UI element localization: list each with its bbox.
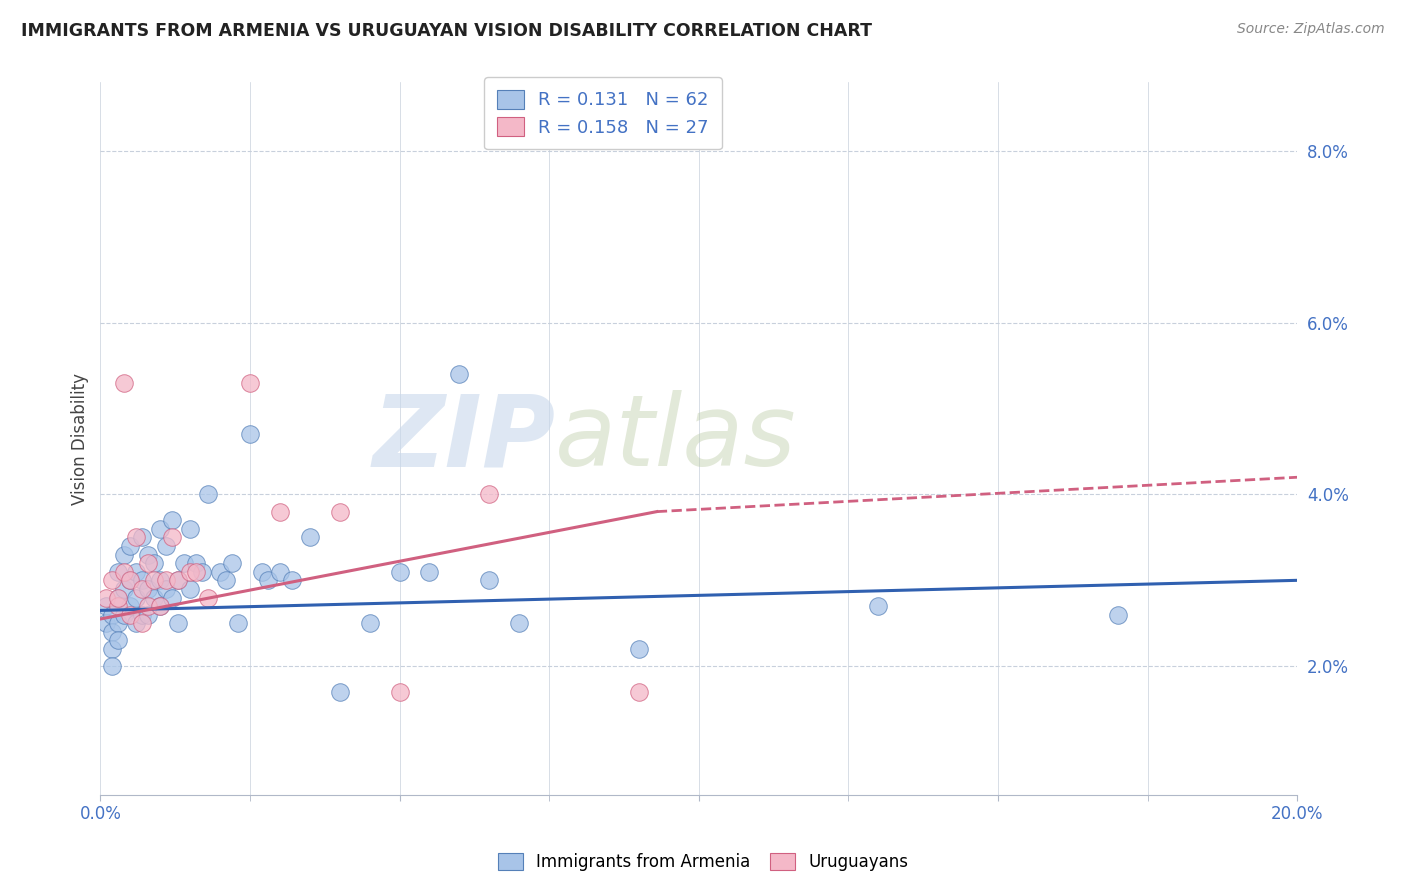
- Point: [226, 616, 249, 631]
- Point: [191, 565, 214, 579]
- Point: [478, 487, 501, 501]
- Point: [131, 530, 153, 544]
- Point: [107, 633, 129, 648]
- Point: [239, 427, 262, 442]
- Point: [149, 599, 172, 613]
- Point: [184, 556, 207, 570]
- Y-axis label: Vision Disability: Vision Disability: [72, 373, 89, 505]
- Point: [107, 591, 129, 605]
- Point: [136, 582, 159, 596]
- Point: [508, 616, 530, 631]
- Point: [388, 565, 411, 579]
- Point: [149, 599, 172, 613]
- Point: [197, 591, 219, 605]
- Point: [160, 591, 183, 605]
- Point: [239, 376, 262, 390]
- Point: [120, 539, 142, 553]
- Text: atlas: atlas: [555, 390, 797, 487]
- Point: [167, 574, 190, 588]
- Point: [167, 616, 190, 631]
- Point: [281, 574, 304, 588]
- Point: [149, 522, 172, 536]
- Point: [143, 574, 166, 588]
- Point: [449, 367, 471, 381]
- Point: [136, 548, 159, 562]
- Point: [179, 522, 201, 536]
- Point: [418, 565, 440, 579]
- Point: [125, 530, 148, 544]
- Point: [136, 556, 159, 570]
- Point: [131, 616, 153, 631]
- Point: [101, 624, 124, 639]
- Point: [120, 574, 142, 588]
- Point: [143, 591, 166, 605]
- Point: [125, 616, 148, 631]
- Point: [155, 539, 177, 553]
- Point: [107, 565, 129, 579]
- Point: [179, 582, 201, 596]
- Point: [136, 599, 159, 613]
- Text: ZIP: ZIP: [373, 390, 555, 487]
- Point: [155, 574, 177, 588]
- Point: [120, 607, 142, 622]
- Point: [131, 607, 153, 622]
- Point: [112, 548, 135, 562]
- Point: [101, 642, 124, 657]
- Point: [269, 565, 291, 579]
- Point: [112, 582, 135, 596]
- Point: [250, 565, 273, 579]
- Point: [131, 582, 153, 596]
- Point: [96, 616, 118, 631]
- Point: [173, 556, 195, 570]
- Point: [215, 574, 238, 588]
- Point: [155, 582, 177, 596]
- Point: [359, 616, 381, 631]
- Point: [184, 565, 207, 579]
- Point: [125, 591, 148, 605]
- Point: [120, 574, 142, 588]
- Text: Source: ZipAtlas.com: Source: ZipAtlas.com: [1237, 22, 1385, 37]
- Point: [208, 565, 231, 579]
- Point: [257, 574, 280, 588]
- Text: IMMIGRANTS FROM ARMENIA VS URUGUAYAN VISION DISABILITY CORRELATION CHART: IMMIGRANTS FROM ARMENIA VS URUGUAYAN VIS…: [21, 22, 872, 40]
- Point: [329, 685, 352, 699]
- Point: [868, 599, 890, 613]
- Point: [197, 487, 219, 501]
- Point: [160, 530, 183, 544]
- Point: [96, 591, 118, 605]
- Point: [101, 607, 124, 622]
- Point: [96, 599, 118, 613]
- Point: [107, 616, 129, 631]
- Point: [136, 607, 159, 622]
- Point: [131, 574, 153, 588]
- Legend: Immigrants from Armenia, Uruguayans: Immigrants from Armenia, Uruguayans: [489, 845, 917, 880]
- Point: [1107, 607, 1129, 622]
- Point: [107, 599, 129, 613]
- Point: [478, 574, 501, 588]
- Point: [167, 574, 190, 588]
- Point: [179, 565, 201, 579]
- Point: [112, 607, 135, 622]
- Point: [101, 659, 124, 673]
- Point: [221, 556, 243, 570]
- Point: [112, 376, 135, 390]
- Point: [120, 599, 142, 613]
- Point: [298, 530, 321, 544]
- Point: [388, 685, 411, 699]
- Point: [269, 505, 291, 519]
- Point: [107, 591, 129, 605]
- Point: [627, 685, 650, 699]
- Legend: R = 0.131   N = 62, R = 0.158   N = 27: R = 0.131 N = 62, R = 0.158 N = 27: [484, 77, 721, 149]
- Point: [143, 556, 166, 570]
- Point: [627, 642, 650, 657]
- Point: [329, 505, 352, 519]
- Point: [101, 574, 124, 588]
- Point: [149, 574, 172, 588]
- Point: [112, 565, 135, 579]
- Point: [125, 565, 148, 579]
- Point: [160, 513, 183, 527]
